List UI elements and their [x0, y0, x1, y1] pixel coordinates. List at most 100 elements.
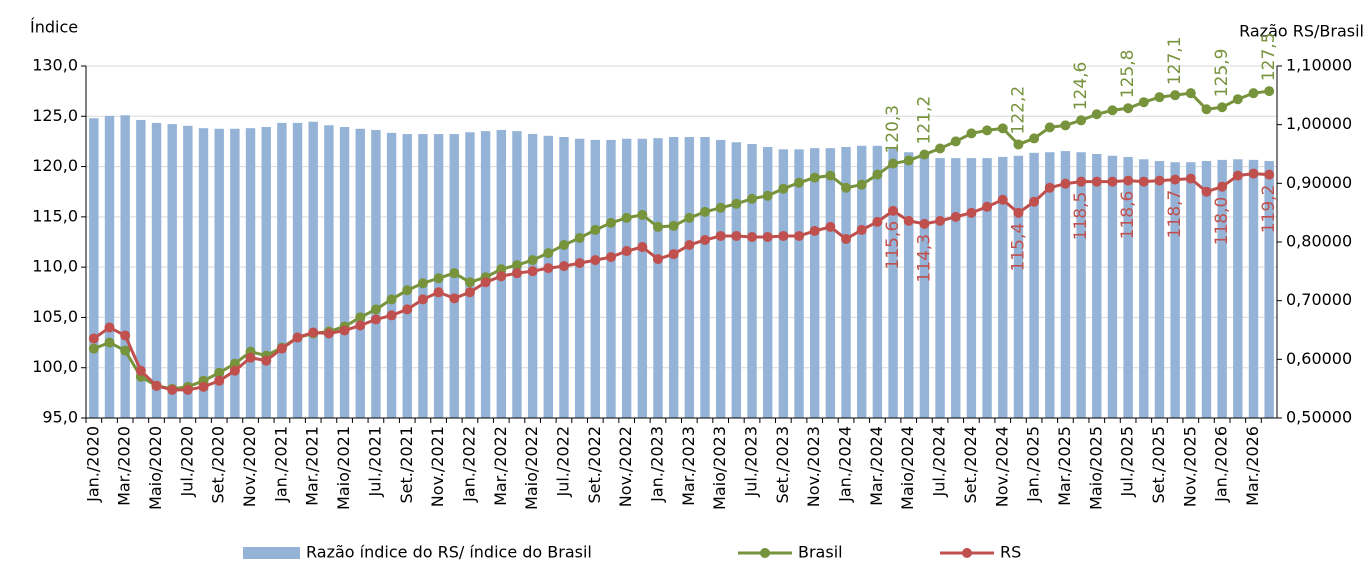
- x-tick-label: Jul./2021: [365, 426, 384, 498]
- series-marker: [511, 260, 522, 271]
- series-marker: [464, 277, 475, 288]
- series-marker: [794, 177, 805, 188]
- bar: [339, 127, 350, 418]
- x-tick-label: Maio/2022: [522, 426, 541, 510]
- bar: [872, 145, 883, 418]
- x-tick-label: Mar./2021: [303, 426, 322, 506]
- data-label: 125,9: [1212, 49, 1232, 98]
- series-marker: [966, 207, 977, 218]
- series-marker: [997, 194, 1008, 205]
- bar: [684, 136, 695, 418]
- y-axis-title: Índice: [30, 18, 78, 37]
- series-marker: [1091, 176, 1102, 187]
- series-marker: [637, 242, 648, 253]
- series-marker: [903, 215, 914, 226]
- legend-label: Brasil: [798, 543, 843, 562]
- series-marker: [1013, 139, 1024, 150]
- series-marker: [684, 212, 695, 223]
- series-marker: [731, 198, 742, 209]
- bar: [1201, 161, 1212, 419]
- bar: [857, 145, 867, 418]
- x-tick-label: Jul./2022: [553, 426, 572, 498]
- data-label: 114,3: [914, 234, 934, 283]
- bar: [778, 149, 789, 418]
- x-tick-label: Nov./2023: [804, 426, 823, 507]
- series-marker: [919, 149, 930, 160]
- bar: [762, 146, 773, 418]
- series-marker: [935, 215, 946, 226]
- series-marker: [543, 248, 554, 259]
- series-marker: [543, 263, 554, 274]
- series-marker: [652, 221, 663, 232]
- series-marker: [700, 234, 711, 245]
- series-marker: [1044, 182, 1055, 193]
- bar: [308, 121, 318, 418]
- series-marker: [417, 294, 428, 305]
- series-marker: [88, 333, 99, 344]
- series-marker: [1217, 181, 1228, 192]
- series-marker: [668, 249, 679, 260]
- bar: [935, 158, 945, 418]
- series-marker: [229, 358, 240, 369]
- x-tick-label: Nov./2021: [428, 426, 447, 507]
- x-tick-label: Mar./2026: [1243, 426, 1262, 506]
- x-tick-label: Set./2023: [773, 426, 792, 503]
- bar: [1217, 159, 1227, 418]
- x-tick-label: Jan./2024: [836, 426, 855, 503]
- series-marker: [355, 320, 366, 331]
- series-marker: [574, 232, 585, 243]
- series-marker: [1154, 92, 1165, 103]
- x-tick-label: Jan./2021: [271, 426, 290, 503]
- bar: [1170, 162, 1180, 418]
- series-marker: [1232, 94, 1243, 105]
- series-marker: [1138, 176, 1149, 187]
- series-marker: [120, 345, 131, 356]
- bar: [966, 158, 977, 418]
- x-tick-label: Mar./2023: [679, 426, 698, 506]
- bar: [402, 134, 412, 418]
- series-marker: [590, 224, 601, 235]
- series-marker: [276, 343, 287, 354]
- series-marker: [903, 155, 914, 166]
- series-marker: [558, 240, 569, 251]
- series-marker: [621, 246, 632, 257]
- series-marker: [1248, 88, 1259, 99]
- series-marker: [464, 287, 475, 298]
- bar: [167, 124, 177, 418]
- series-marker: [480, 277, 491, 288]
- series-marker: [167, 384, 178, 395]
- y2-tick-label: 1,00000: [1286, 114, 1352, 133]
- bar: [574, 138, 585, 418]
- bar: [465, 132, 475, 418]
- series-marker: [982, 125, 993, 136]
- series-marker: [104, 322, 115, 333]
- series-marker: [386, 294, 397, 305]
- data-label: 125,8: [1118, 50, 1138, 99]
- series-marker: [919, 218, 930, 229]
- series-marker: [778, 230, 789, 241]
- series-marker: [794, 230, 805, 241]
- x-tick-label: Jan./2023: [647, 426, 666, 503]
- y2-tick-label: 0,80000: [1286, 232, 1352, 251]
- bar: [1013, 155, 1024, 418]
- series-marker: [308, 327, 319, 338]
- bar: [731, 142, 742, 418]
- bar: [371, 129, 381, 419]
- series-marker: [214, 375, 225, 386]
- series-marker: [339, 325, 350, 336]
- x-tick-label: Mar./2020: [115, 426, 134, 506]
- bar: [653, 138, 663, 418]
- series-marker: [355, 312, 366, 323]
- series-marker: [214, 367, 225, 378]
- x-tick-label: Maio/2021: [334, 426, 353, 510]
- series-marker: [825, 170, 836, 181]
- bar: [89, 118, 99, 419]
- series-marker: [496, 271, 507, 282]
- series-marker: [449, 268, 460, 279]
- series-marker: [370, 304, 381, 315]
- bar: [136, 119, 146, 419]
- series-marker: [1091, 109, 1102, 120]
- series-marker: [935, 143, 946, 154]
- series-marker: [449, 293, 460, 304]
- series-marker: [1044, 122, 1055, 133]
